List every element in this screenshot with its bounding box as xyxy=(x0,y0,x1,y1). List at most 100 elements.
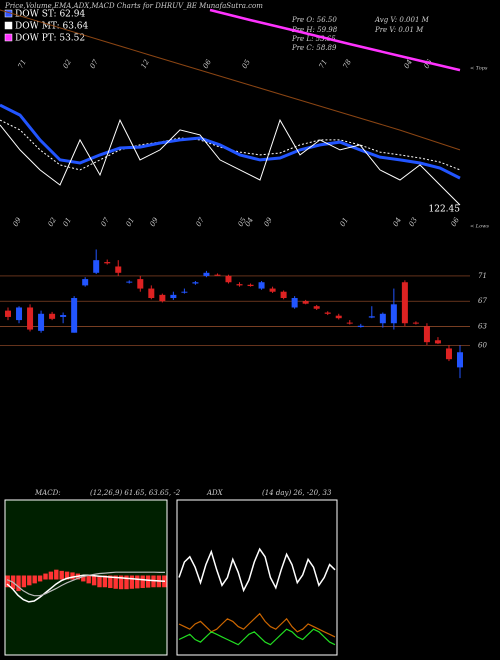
candle-body xyxy=(181,291,188,293)
histogram-bar xyxy=(151,575,156,588)
candle-body xyxy=(225,275,232,283)
date-label: 01 xyxy=(62,216,73,228)
stat: Pre L: 53.65 xyxy=(291,35,336,43)
date-label: 04 xyxy=(403,58,414,70)
histogram-bar xyxy=(54,569,59,580)
candle-body xyxy=(115,266,122,273)
y-tick-label: 67 xyxy=(478,297,487,305)
date-label: 09 xyxy=(12,216,24,228)
y-tick-label: 71 xyxy=(478,272,487,280)
candle-body xyxy=(291,298,298,308)
histogram-bar xyxy=(64,571,70,580)
candle-body xyxy=(445,348,452,360)
candle-body xyxy=(170,294,177,299)
date-label: 05 xyxy=(241,58,253,70)
price-line xyxy=(0,118,461,206)
indicator-line xyxy=(178,612,336,638)
candle-body xyxy=(82,279,89,286)
candle-body xyxy=(93,260,100,273)
panel-bg xyxy=(4,499,168,656)
histogram-bar xyxy=(37,575,43,582)
candle-body xyxy=(214,274,221,276)
date-label: 09 xyxy=(263,216,275,228)
histogram-bar xyxy=(16,575,21,592)
histogram-bar xyxy=(135,575,140,589)
date-label: 06 xyxy=(202,58,214,70)
y-tick-label: 63 xyxy=(478,322,487,330)
panel-label: ADX xyxy=(206,489,224,497)
histogram-bar xyxy=(102,575,108,588)
indicator-line xyxy=(6,574,166,603)
indicator-line xyxy=(6,571,165,597)
candle-body xyxy=(247,284,254,287)
date-label: 01 xyxy=(339,216,350,228)
candle-body xyxy=(302,301,309,304)
lows-label: < Lows xyxy=(470,224,489,230)
candle-body xyxy=(49,313,56,319)
histogram-bar xyxy=(124,575,129,590)
candle-body xyxy=(137,279,144,289)
histogram-bar xyxy=(140,575,145,589)
candle-body xyxy=(457,352,463,368)
candle-body xyxy=(269,288,276,292)
histogram-bar xyxy=(97,575,102,588)
date-label: 07 xyxy=(195,216,207,228)
histogram-bar xyxy=(21,575,27,588)
stat: Pre C: 58.89 xyxy=(291,44,337,52)
candle-body xyxy=(236,284,243,286)
candle-body xyxy=(434,340,441,344)
candle-body xyxy=(16,307,23,321)
date-label: 02 xyxy=(47,216,59,228)
date-label: 07 xyxy=(89,58,101,70)
candle-body xyxy=(126,281,133,283)
stat: Pre H: 59.98 xyxy=(291,26,338,34)
histogram-bar xyxy=(59,570,64,580)
candle-body xyxy=(60,315,67,317)
price-line xyxy=(0,9,461,151)
price-line xyxy=(209,8,461,72)
histogram-bar xyxy=(48,571,54,580)
candle-body xyxy=(346,322,353,324)
candle-body xyxy=(104,262,111,264)
panel-bg xyxy=(176,499,338,656)
date-label: 07 xyxy=(100,216,112,228)
candle-body xyxy=(379,313,386,324)
candle-body xyxy=(5,310,11,317)
indicator-line xyxy=(178,547,336,593)
candle-body xyxy=(71,298,78,333)
legend-label: DOW ST: 62.94 xyxy=(15,10,85,20)
histogram-bar xyxy=(32,575,37,584)
candle-body xyxy=(280,291,287,299)
date-label: 03 xyxy=(408,216,420,228)
legend-label: DOW MT: 63.64 xyxy=(15,22,89,32)
date-label: 71 xyxy=(17,58,28,70)
date-label: 04 xyxy=(392,216,403,228)
panel-params: (14 day) 26, -20, 33 xyxy=(262,489,332,497)
date-label: 12 xyxy=(140,58,152,70)
legend-label: DOW PT: 53.52 xyxy=(15,34,85,44)
candle-body xyxy=(27,307,34,330)
stat: Pre V: 0.01 M xyxy=(374,26,424,34)
candle-body xyxy=(324,312,331,314)
histogram-bar xyxy=(81,575,86,582)
candle-body xyxy=(258,282,265,289)
date-label: 01 xyxy=(125,216,136,228)
candle-body xyxy=(368,316,375,318)
date-label: 05 xyxy=(237,216,249,228)
candle-body xyxy=(38,313,45,331)
histogram-bar xyxy=(129,575,135,589)
last-price: 122.45 xyxy=(429,205,461,215)
page-title: Price,Volume,EMA,ADX,MACD Charts for DHR… xyxy=(4,2,263,10)
candle-body xyxy=(159,294,166,302)
candle-body xyxy=(401,282,408,324)
histogram-bar xyxy=(5,575,10,588)
price-line xyxy=(0,103,461,180)
date-label: 09 xyxy=(149,216,161,228)
date-label: 02 xyxy=(62,58,74,70)
candle-body xyxy=(313,306,320,309)
panel-label: MACD: xyxy=(34,489,61,497)
candle-body xyxy=(412,322,419,324)
histogram-bar xyxy=(91,575,97,586)
candle-body xyxy=(335,315,342,319)
